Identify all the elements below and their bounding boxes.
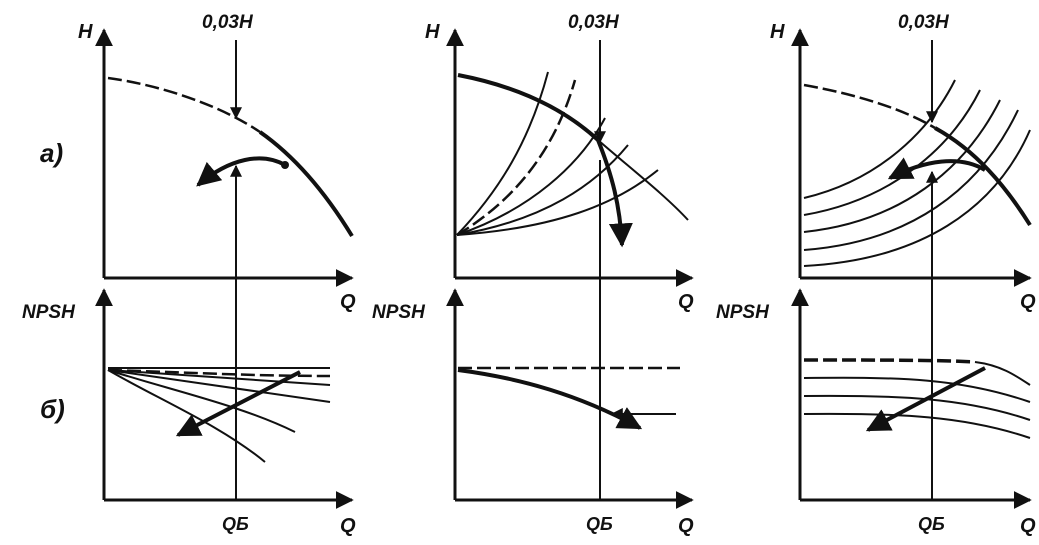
panel-1: H Q 0,03H NPSH Q QБ (22, 12, 356, 537)
head-curve (457, 73, 600, 142)
top-marker-label: 0,03H (202, 12, 254, 33)
head-curve (934, 126, 1032, 227)
system-curve (456, 117, 606, 236)
system-curve-dashed (456, 79, 577, 237)
npsh-axis-label: NPSH (716, 302, 770, 323)
npsh-curve (803, 376, 1031, 403)
npsh-dashed (803, 358, 976, 364)
system-curve (456, 144, 629, 236)
system-curve (803, 79, 956, 199)
npsh-curve (457, 368, 643, 430)
npsh-arrow (865, 366, 986, 432)
head-curve (597, 139, 689, 221)
npsh-arrow (175, 370, 301, 437)
row-label-b: б) (40, 394, 65, 424)
npsh-line (107, 369, 266, 463)
system-curve (803, 109, 1019, 251)
q-axis-bottom-label: Q (1020, 515, 1036, 537)
npsh-curve (974, 361, 1031, 386)
npsh-line (107, 369, 296, 433)
q-axis-top-label: Q (678, 291, 694, 313)
system-curve (456, 169, 659, 236)
npsh-axis-label: NPSH (372, 302, 426, 323)
npsh-curve (803, 412, 1031, 439)
q-axis-top-label: Q (340, 291, 356, 313)
cavitation-curve (196, 156, 286, 187)
q-axis-bottom-label: Q (340, 515, 356, 537)
q-axis-bottom-label: Q (678, 515, 694, 537)
row-label-a: а) (40, 138, 63, 168)
panel-2: H Q 0,03H NPSH Q QБ (372, 12, 694, 537)
npsh-axis-label: NPSH (22, 302, 76, 323)
head-curve-dashed (107, 76, 261, 134)
panel-3: H Q 0,03H NPSH Q QБ (716, 12, 1036, 537)
cavitation-curve (596, 139, 633, 248)
system-curve (803, 99, 1001, 233)
q-marker-label: QБ (586, 514, 613, 534)
head-curve (258, 130, 354, 238)
q-axis-top-label: Q (1020, 291, 1036, 313)
top-marker-label: 0,03H (898, 12, 950, 33)
q-marker-label: QБ (918, 514, 945, 534)
h-axis-label: H (78, 21, 93, 43)
h-axis-label: H (425, 21, 440, 43)
cavitation-curve (887, 157, 987, 180)
h-axis-label: H (770, 21, 785, 43)
head-curve-dashed (803, 83, 936, 130)
top-marker-label: 0,03H (568, 12, 620, 33)
system-curve (803, 89, 981, 216)
system-curve (456, 71, 549, 236)
system-curve (803, 129, 1031, 267)
q-marker-label: QБ (222, 514, 249, 534)
operating-point (281, 161, 289, 169)
npsh-line (107, 369, 331, 403)
npsh-line (107, 369, 331, 386)
npsh-dashed (107, 368, 331, 378)
